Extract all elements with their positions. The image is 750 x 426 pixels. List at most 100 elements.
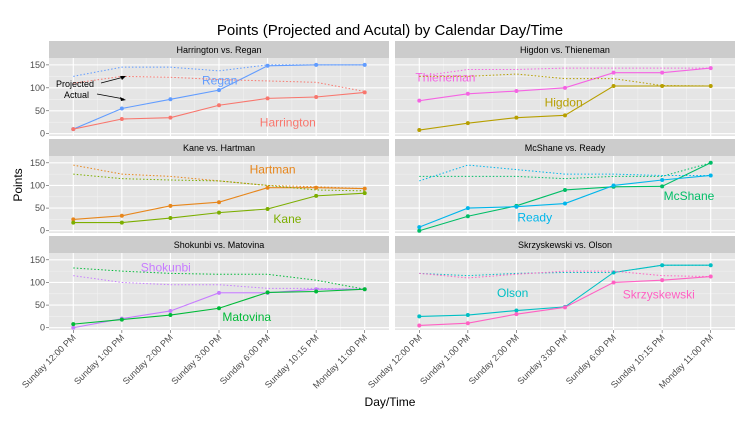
data-point: [217, 103, 221, 108]
x-tick-label: Monday 11:00 PM: [311, 332, 369, 390]
data-point: [417, 228, 422, 233]
data-point: [514, 204, 519, 209]
data-point: [417, 128, 422, 133]
data-point: [265, 206, 270, 211]
data-point: [265, 185, 270, 190]
data-point: [563, 113, 567, 118]
x-tick-label: Monday 11:00 PM: [657, 332, 715, 390]
panel-title: McShane vs. Ready: [525, 143, 606, 153]
panel-title: Harrington vs. Regan: [176, 45, 261, 55]
data-point: [417, 314, 422, 319]
data-point: [660, 278, 665, 283]
x-tick-label: Sunday 1:00 PM: [72, 332, 126, 386]
x-tick-label: Sunday 6:00 PM: [564, 332, 618, 386]
data-point: [465, 313, 470, 318]
series-label: Hartman: [250, 163, 296, 177]
data-point: [465, 121, 470, 126]
projected-line: [419, 164, 711, 182]
y-tick-label: 50: [35, 203, 45, 213]
annotation-actual: Actual: [64, 90, 89, 100]
data-point: [119, 117, 124, 122]
panel-strip: [49, 41, 389, 58]
panel-strip: [49, 139, 389, 156]
y-tick-label: 0: [40, 226, 45, 236]
data-point: [314, 289, 319, 294]
series-label: Harrington: [260, 116, 316, 130]
y-tick-label: 100: [30, 277, 45, 287]
data-point: [265, 96, 270, 101]
data-point: [514, 308, 519, 313]
data-point: [168, 216, 173, 221]
data-point: [265, 63, 270, 68]
data-point: [168, 313, 173, 318]
data-point: [119, 317, 124, 322]
chart-title: Points (Projected and Acutal) by Calenda…: [217, 22, 563, 39]
panel-title: Higdon vs. Thieneman: [520, 45, 610, 55]
data-point: [514, 115, 519, 120]
panel-strip: [395, 41, 735, 58]
annotation-arrowhead: [120, 76, 126, 80]
y-tick-label: 0: [40, 323, 45, 333]
data-point: [168, 97, 173, 102]
data-point: [71, 325, 76, 330]
y-tick-label: 150: [30, 158, 45, 168]
panel-title: Skrzyskewski vs. Olson: [518, 240, 612, 250]
annotation-arrow: [100, 76, 125, 84]
x-tick-label: Sunday 12:00 PM: [20, 332, 78, 390]
data-point: [708, 263, 713, 268]
series-label: Ready: [517, 210, 552, 224]
data-point: [362, 90, 367, 95]
series-label: Thieneman: [415, 70, 475, 84]
projected-line: [419, 162, 711, 180]
x-tick-label: Sunday 3:00 PM: [169, 332, 223, 386]
panel-title: Kane vs. Hartman: [183, 143, 255, 153]
data-point: [314, 193, 319, 198]
series-label: Regan: [202, 74, 237, 88]
data-point: [611, 280, 616, 285]
y-tick-label: 50: [35, 106, 45, 116]
projected-line: [73, 64, 365, 77]
data-point: [168, 203, 173, 208]
data-point: [119, 220, 124, 225]
data-point: [362, 287, 367, 292]
data-point: [708, 83, 713, 88]
data-point: [563, 85, 567, 90]
data-point: [417, 98, 422, 103]
data-point: [708, 160, 713, 165]
data-point: [660, 178, 665, 183]
data-point: [168, 115, 173, 120]
data-point: [217, 200, 221, 205]
data-point: [71, 322, 76, 327]
panel-strip: [395, 139, 735, 156]
data-point: [465, 91, 470, 96]
data-point: [611, 183, 616, 188]
y-tick-label: 100: [30, 83, 45, 93]
panels-group: Harrington vs. Regan 0 50 100 150 Regan Harrin…: [20, 41, 735, 391]
data-point: [417, 225, 422, 230]
y-tick-label: 150: [30, 255, 45, 265]
data-point: [362, 191, 367, 196]
series-label: Skrzyskewski: [623, 287, 695, 301]
data-point: [465, 214, 470, 219]
data-point: [217, 306, 221, 311]
y-axis-title: Points: [11, 168, 25, 201]
series-label: Shokunbi: [141, 260, 191, 274]
data-point: [71, 217, 76, 222]
x-tick-label: Sunday 3:00 PM: [515, 332, 569, 386]
data-point: [314, 95, 319, 99]
data-point: [265, 290, 270, 295]
y-tick-label: 50: [35, 300, 45, 310]
data-point: [708, 66, 713, 71]
data-point: [314, 185, 319, 190]
data-point: [417, 323, 422, 328]
x-tick-label: Sunday 2:00 PM: [121, 332, 175, 386]
series-label: Matovina: [222, 310, 271, 324]
annotation-arrow: [96, 93, 125, 100]
data-point: [465, 206, 470, 211]
data-point: [563, 187, 567, 192]
projected-line: [73, 275, 365, 290]
data-point: [168, 308, 173, 313]
data-point: [314, 62, 319, 67]
panel-strip: [49, 236, 389, 253]
x-axis-title: Day/Time: [365, 395, 416, 409]
